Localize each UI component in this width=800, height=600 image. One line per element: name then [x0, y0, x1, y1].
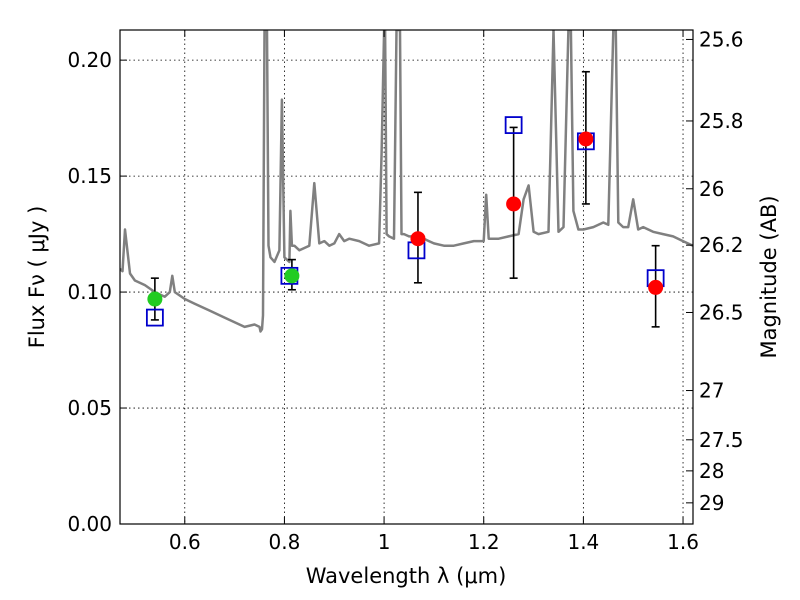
magnitude-tick-label: 26 — [699, 177, 724, 201]
magnitude-tick-label: 26.5 — [699, 300, 744, 324]
y-tick-label: 0.20 — [67, 48, 112, 72]
spectrum-line — [120, 30, 693, 333]
x-tick-label: 1.6 — [667, 530, 699, 554]
plot-area — [120, 30, 693, 333]
magnitude-tick-label: 26.2 — [699, 233, 744, 257]
magnitude-tick-label: 29 — [699, 491, 724, 515]
magnitude-axis-ticks: 25.6 25.8 26 26.2 26.5 27 27.5 28 29 — [686, 27, 744, 515]
magnitude-tick-label: 25.6 — [699, 27, 744, 51]
x-axis-label: Wavelength λ (μm) — [306, 564, 507, 588]
y-tick-label: 0.15 — [67, 164, 112, 188]
x-tick-label: 1.4 — [567, 530, 599, 554]
magnitude-tick-label: 25.8 — [699, 109, 744, 133]
x-axis-ticks: 0.6 0.8 1 1.2 1.4 1.6 — [169, 30, 699, 554]
model-photometry-square — [145, 308, 164, 327]
plot-frame — [119, 29, 694, 525]
markers — [145, 70, 665, 328]
observed-point — [284, 268, 300, 284]
right-axis-label: Magnitude (AB) — [757, 195, 781, 358]
observed-point — [410, 231, 426, 247]
grid — [120, 30, 693, 524]
magnitude-tick-label: 28 — [699, 459, 724, 483]
x-tick-label: 0.8 — [269, 530, 301, 554]
observed-point — [648, 279, 664, 295]
magnitude-tick-label: 27 — [699, 379, 724, 403]
x-tick-label: 1 — [378, 530, 391, 554]
y-tick-label: 0.00 — [67, 512, 112, 536]
x-tick-label: 0.6 — [169, 530, 201, 554]
observed-point — [506, 196, 522, 212]
x-tick-label: 1.2 — [468, 530, 500, 554]
y-axis-ticks: 0.00 0.05 0.10 0.15 0.20 — [67, 48, 127, 536]
model-photometry-square — [504, 116, 523, 134]
observed-point — [578, 131, 594, 147]
magnitude-tick-label: 27.5 — [699, 428, 744, 452]
y-axis-label: Flux Fν ( μJy ) — [25, 206, 49, 349]
y-tick-label: 0.10 — [67, 280, 112, 304]
observed-point — [147, 291, 163, 307]
y-tick-label: 0.05 — [67, 396, 112, 420]
